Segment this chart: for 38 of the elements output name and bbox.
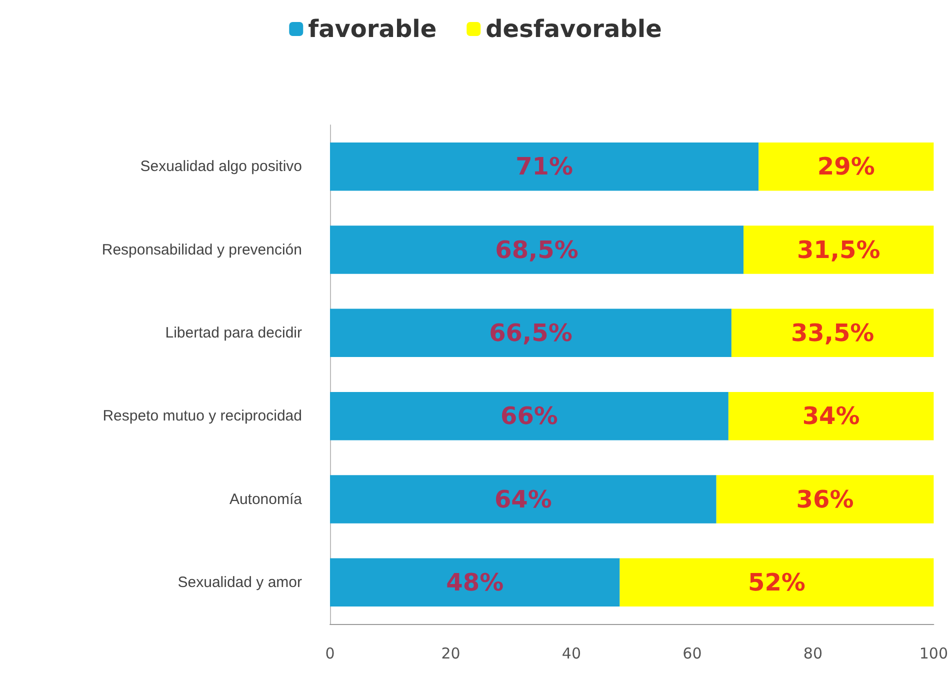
data-label: 71% [516,152,574,181]
y-tick-label: Responsabilidad y prevención [102,241,302,258]
data-label: 33,5% [790,318,874,347]
bar [716,475,934,524]
data-label: 48% [446,568,504,596]
x-tick-label: 60 [682,644,702,662]
legend-label: favorable [308,15,437,43]
y-tick-label: Autonomía [229,490,303,508]
data-label: 64% [494,485,552,514]
data-label: 68,5% [495,236,578,264]
data-label: 52% [748,568,806,596]
bar [330,558,620,607]
data-label: 66,5% [489,318,572,347]
bar [620,558,934,607]
bar [728,392,934,440]
y-tick-label: Sexualidad y amor [178,574,302,591]
bar [330,392,728,440]
y-tick-label: Libertad para decidir [165,324,302,342]
x-tick-label: 20 [441,644,460,662]
bar [330,308,732,358]
bar [330,475,716,524]
bar [744,226,934,274]
y-tick-label: Sexualidad algo positivo [140,158,302,176]
bar [330,142,759,191]
data-label: 34% [802,402,860,430]
bar [758,142,934,191]
bar [731,308,934,358]
data-label: 36% [796,485,854,514]
data-label: 66% [500,402,558,430]
x-tick-label: 100 [919,644,948,662]
x-tick-label: 0 [325,644,335,662]
x-tick-label: 40 [562,644,582,662]
x-tick-label: 80 [803,644,822,662]
data-label: 31,5% [796,236,880,264]
data-label: 29% [817,152,875,181]
y-tick-label: Respeto mutuo y reciprocidad [102,408,302,425]
legend-label: desfavorable [486,15,662,43]
bar [330,226,744,274]
